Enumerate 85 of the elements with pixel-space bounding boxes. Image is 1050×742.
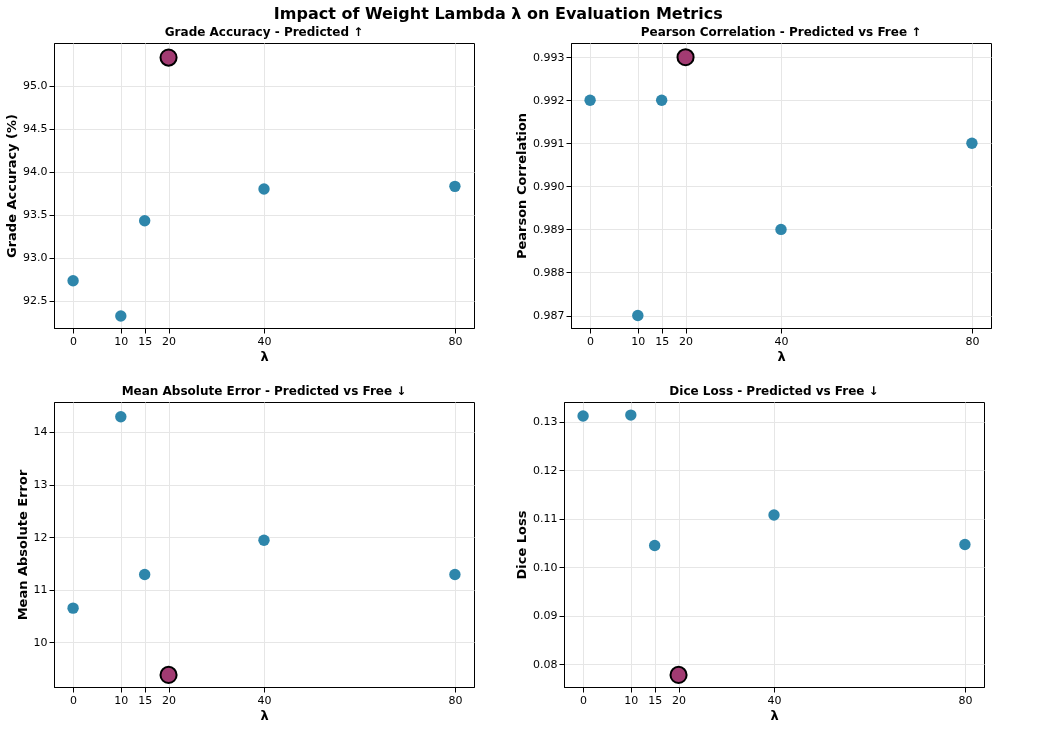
y-tick-label: 0.13 xyxy=(533,415,558,429)
x-tick-label: 80 xyxy=(965,334,980,348)
x-tick-label: 20 xyxy=(672,693,687,707)
point xyxy=(115,310,127,322)
y-tick-label: 0.993 xyxy=(533,50,565,64)
point xyxy=(768,509,780,521)
y-axis-title: Pearson Correlation xyxy=(514,112,530,260)
x-tick-label: 80 xyxy=(958,693,973,707)
y-tick-label: 95.0 xyxy=(23,79,48,93)
x-axis-title: λ xyxy=(770,707,779,723)
x-tick-label: 40 xyxy=(257,334,272,348)
x-tick-label: 80 xyxy=(448,693,463,707)
point xyxy=(138,568,151,581)
y-tick-label: 12 xyxy=(33,530,48,544)
x-tick-label: 15 xyxy=(648,693,663,707)
x-tick-label: 15 xyxy=(655,334,670,348)
x-tick-label: 20 xyxy=(162,693,177,707)
x-tick-label: 10 xyxy=(624,693,639,707)
chart-title: Dice Loss - Predicted vs Free ↓ xyxy=(669,384,879,398)
y-tick-label: 0.992 xyxy=(533,93,565,107)
point xyxy=(115,411,127,423)
x-tick-label: 80 xyxy=(448,334,463,348)
y-tick-label: 0.12 xyxy=(533,463,558,477)
y-tick-label: 11 xyxy=(33,583,48,597)
y-tick-label: 10 xyxy=(33,635,48,649)
chart-title: Pearson Correlation - Predicted vs Free ↑ xyxy=(640,25,922,39)
x-axis-title: λ xyxy=(260,707,269,723)
point xyxy=(159,665,178,684)
x-tick-label: 10 xyxy=(114,334,129,348)
y-tick-label: 94.0 xyxy=(23,165,48,179)
point xyxy=(584,94,596,106)
y-axis-title: Mean Absolute Error xyxy=(14,469,30,621)
x-axis-title: λ xyxy=(777,348,786,364)
x-tick-label: 10 xyxy=(631,334,646,348)
point xyxy=(449,568,461,581)
point xyxy=(258,534,270,546)
y-tick-label: 0.989 xyxy=(533,222,565,236)
x-tick-label: 20 xyxy=(679,334,694,348)
y-axis-title: Grade Accuracy (%) xyxy=(4,113,20,259)
x-axis-title: λ xyxy=(260,348,269,364)
point xyxy=(577,410,589,422)
y-tick-label: 0.10 xyxy=(533,560,558,574)
x-tick-label: 40 xyxy=(257,693,272,707)
point xyxy=(258,183,270,195)
y-tick-label: 93.0 xyxy=(23,251,48,265)
point xyxy=(775,223,787,236)
x-tick-label: 40 xyxy=(767,693,782,707)
x-tick-label: 10 xyxy=(114,693,129,707)
chart-title: Grade Accuracy - Predicted ↑ xyxy=(164,25,364,39)
point xyxy=(669,665,688,684)
point xyxy=(632,309,644,322)
y-tick-label: 0.991 xyxy=(533,136,565,150)
x-tick-label: 20 xyxy=(162,334,177,348)
point xyxy=(138,215,151,227)
y-tick-label: 0.988 xyxy=(533,265,565,279)
point xyxy=(676,48,695,67)
x-tick-label: 15 xyxy=(138,334,153,348)
x-tick-label: 0 xyxy=(587,334,595,348)
x-tick-label: 40 xyxy=(774,334,789,348)
y-tick-label: 13 xyxy=(33,478,48,492)
point xyxy=(959,538,971,551)
y-tick-label: 0.11 xyxy=(533,512,558,526)
x-tick-label: 15 xyxy=(138,693,153,707)
y-tick-label: 94.5 xyxy=(23,122,48,136)
y-axis-title: Dice Loss xyxy=(514,510,530,580)
y-tick-label: 0.990 xyxy=(533,179,565,193)
point xyxy=(655,94,668,106)
x-tick-label: 0 xyxy=(70,693,78,707)
point xyxy=(449,180,461,193)
point xyxy=(966,137,978,149)
y-tick-label: 14 xyxy=(33,425,48,439)
y-tick-label: 93.5 xyxy=(23,208,48,222)
text: Impact of Weight Lambda λ on Evaluation Metrics xyxy=(273,3,723,23)
y-tick-label: 0.987 xyxy=(533,309,565,323)
x-tick-label: 0 xyxy=(580,693,588,707)
x-tick-label: 0 xyxy=(70,334,78,348)
y-tick-label: 0.08 xyxy=(533,657,558,671)
y-tick-label: 92.5 xyxy=(23,294,48,308)
point xyxy=(159,48,178,67)
y-tick-label: 0.09 xyxy=(533,609,558,623)
point xyxy=(67,275,79,287)
point xyxy=(67,602,79,614)
point xyxy=(648,539,661,552)
point xyxy=(625,409,637,421)
chart-title: Mean Absolute Error - Predicted vs Free ↓ xyxy=(121,384,407,398)
